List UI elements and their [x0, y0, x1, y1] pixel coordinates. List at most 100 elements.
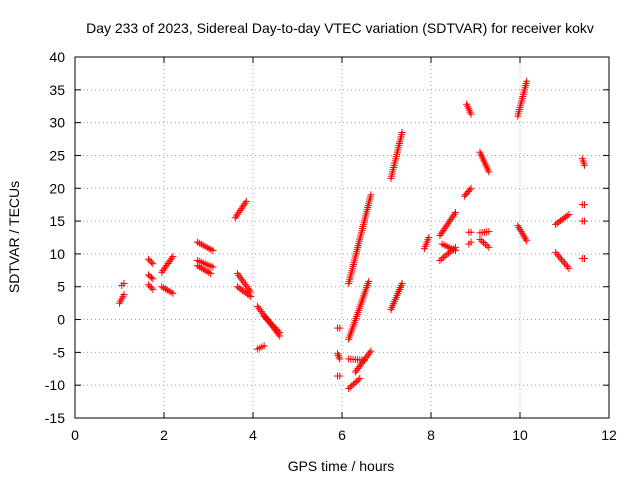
- data-point: [485, 168, 493, 176]
- data-point: [237, 205, 245, 213]
- data-point: [436, 232, 444, 240]
- data-point: [260, 312, 268, 320]
- data-point: [262, 314, 270, 322]
- data-point: [165, 258, 173, 266]
- data-point: [240, 201, 248, 209]
- data-point: [360, 356, 368, 364]
- data-point: [359, 358, 367, 366]
- data-point: [581, 217, 589, 225]
- data-point: [334, 351, 342, 359]
- data-point: [207, 270, 215, 278]
- data-point: [439, 226, 447, 234]
- data-point: [265, 317, 273, 325]
- data-point: [266, 319, 274, 327]
- data-point: [451, 209, 459, 217]
- axis-ticks: [74, 56, 610, 419]
- x-tick-label: 2: [160, 427, 168, 443]
- data-point: [158, 268, 166, 276]
- chart-title: Day 233 of 2023, Sidereal Day-to-day VTE…: [86, 20, 594, 36]
- data-point: [552, 249, 560, 257]
- data-point: [447, 216, 455, 224]
- data-point: [438, 228, 446, 236]
- x-axis-title: GPS time / hours: [288, 458, 395, 474]
- data-point: [234, 210, 242, 218]
- data-point: [268, 320, 276, 328]
- data-point: [147, 274, 155, 282]
- y-tick-label: 10: [49, 246, 65, 262]
- data-point: [558, 256, 566, 264]
- data-point: [444, 219, 452, 227]
- y-tick-label: 20: [49, 180, 65, 196]
- data-point: [425, 234, 433, 241]
- data-point: [442, 223, 450, 231]
- data-point: [334, 350, 342, 358]
- data-point: [239, 203, 247, 211]
- data-point: [271, 324, 279, 332]
- data-point: [353, 366, 361, 374]
- data-point: [467, 184, 475, 192]
- data-point: [450, 210, 458, 218]
- y-tick-label: 5: [57, 279, 65, 295]
- data-point: [245, 291, 253, 299]
- data-point: [163, 261, 171, 269]
- data-point: [144, 281, 152, 289]
- data-point: [466, 186, 474, 194]
- data-point: [485, 243, 493, 251]
- data-point: [467, 110, 475, 118]
- data-point: [209, 247, 217, 255]
- data-point: [358, 359, 366, 367]
- y-tick-label: -5: [53, 344, 66, 360]
- data-point: [449, 212, 457, 220]
- data-point: [144, 255, 152, 263]
- data-point: [149, 285, 157, 293]
- data-point: [274, 327, 282, 335]
- y-tick-label: 35: [49, 82, 65, 98]
- data-point: [235, 208, 243, 216]
- x-tick-label: 10: [512, 427, 528, 443]
- data-point: [354, 376, 362, 384]
- data-point: [561, 259, 568, 267]
- x-tick-label: 8: [427, 427, 435, 443]
- y-tick-labels: -15 -10 -5 0 5 10 15 20 25 30 35 40: [45, 49, 65, 426]
- y-tick-label: 40: [49, 49, 65, 65]
- data-point: [149, 275, 157, 283]
- data-point: [356, 375, 364, 383]
- data-point: [445, 249, 453, 257]
- data-point: [159, 267, 167, 275]
- data-point: [443, 251, 451, 259]
- data-point: [120, 291, 128, 299]
- data-point: [581, 201, 589, 209]
- data-point: [467, 228, 475, 236]
- data-point: [467, 238, 475, 246]
- data-point: [441, 252, 449, 260]
- data-point: [149, 260, 157, 268]
- x-tick-label: 0: [71, 427, 79, 443]
- data-point: [354, 365, 362, 373]
- data-point: [478, 237, 486, 245]
- data-point: [231, 214, 239, 222]
- data-point: [273, 325, 281, 333]
- data-point: [351, 368, 359, 376]
- data-point: [398, 128, 406, 136]
- data-point: [269, 322, 277, 330]
- y-tick-label: 30: [49, 115, 65, 131]
- data-point: [169, 289, 177, 297]
- data-point: [581, 255, 589, 263]
- data-point: [443, 221, 451, 229]
- x-tick-label: 12: [601, 427, 617, 443]
- data-point: [437, 230, 445, 238]
- y-tick-label: -10: [45, 377, 65, 393]
- data-point: [147, 284, 155, 292]
- data-point: [559, 257, 567, 265]
- data-point: [336, 355, 344, 363]
- data-point: [147, 258, 155, 266]
- data-point: [335, 353, 343, 361]
- data-point: [362, 354, 370, 362]
- data-point: [336, 324, 344, 332]
- data-point: [363, 352, 371, 360]
- data-point: [276, 329, 284, 337]
- data-point: [247, 293, 255, 301]
- data-point: [438, 255, 446, 263]
- data-point: [242, 197, 250, 205]
